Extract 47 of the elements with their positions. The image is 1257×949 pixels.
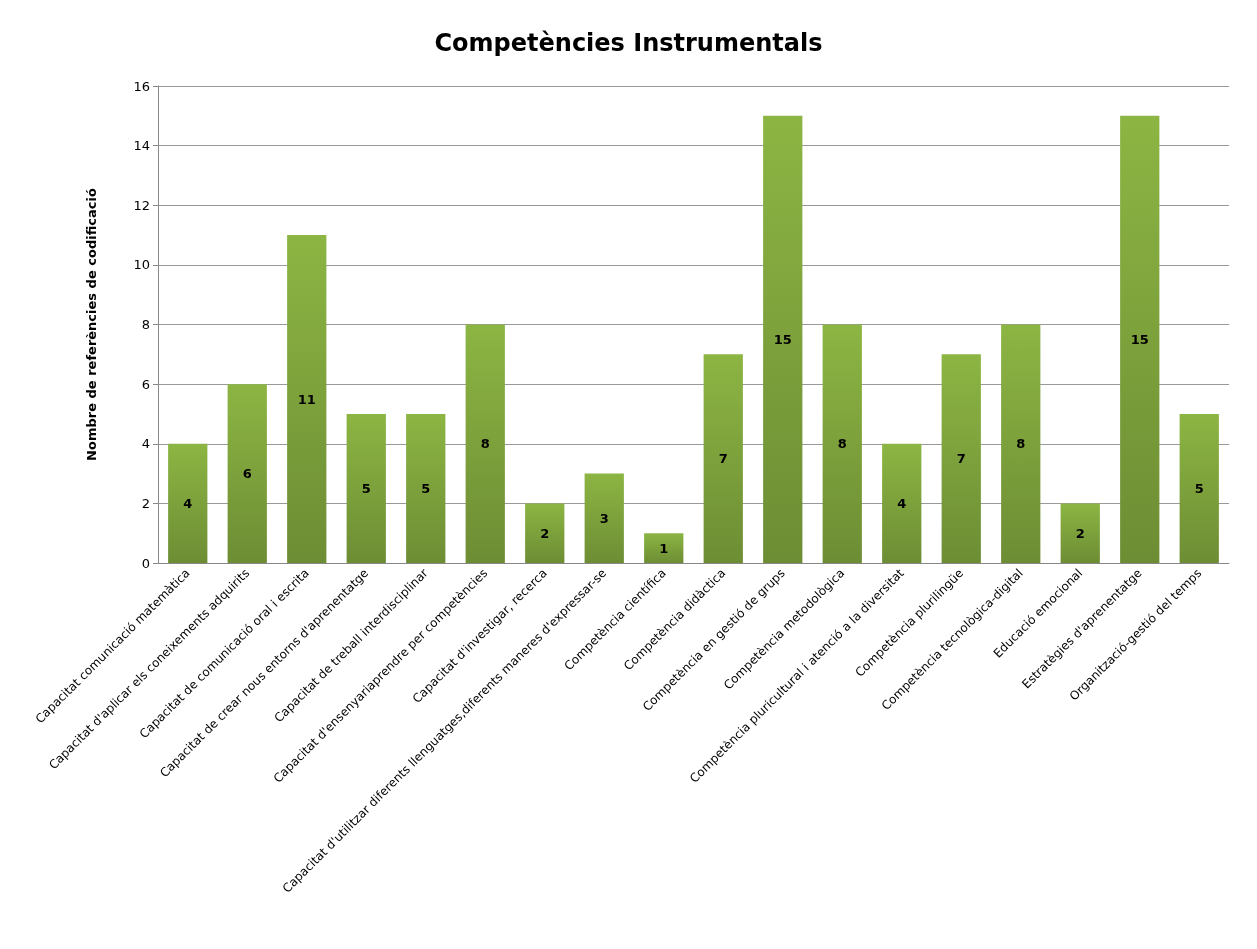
bar [1001,324,1041,563]
bar [822,324,862,563]
data-label: 2 [540,525,550,541]
bar [406,413,446,563]
y-tick-label: 6 [141,376,150,392]
bar [703,354,743,563]
bar [882,443,922,563]
y-tick-label: 4 [141,436,150,452]
data-label: 5 [361,480,371,496]
bar [763,115,803,563]
data-label: 6 [242,466,252,482]
bar [1120,115,1160,563]
bar [1179,413,1219,563]
data-label: 7 [956,451,966,467]
chart-title: Competències Instrumentals [434,29,823,57]
bar [168,443,208,563]
data-label: 1 [659,540,669,556]
bar [287,235,327,563]
bar [227,384,267,563]
y-axis-title: Nombre de referències de codificació [84,188,99,461]
bar [584,473,624,563]
data-label: 4 [897,495,907,511]
data-label: 2 [1075,525,1085,541]
data-label: 7 [718,451,728,467]
y-tick-label: 8 [141,317,150,332]
bar [644,533,684,563]
data-label: 11 [297,391,316,407]
bar [525,503,565,563]
data-label: 5 [421,480,431,496]
data-label: 15 [1130,331,1149,347]
bar [465,324,505,563]
data-label: 8 [1016,436,1026,452]
y-tick-label: 16 [133,78,150,94]
data-label: 15 [773,331,792,347]
y-tick-label: 14 [133,138,150,154]
data-label: 5 [1194,480,1204,496]
data-label: 4 [183,495,193,511]
bar [1060,503,1100,563]
y-tick-label: 0 [141,555,150,571]
data-label: 3 [599,510,609,526]
data-label: 8 [837,436,847,452]
y-tick-label: 10 [133,257,150,273]
bar [346,413,386,563]
y-tick-label: 2 [141,495,150,511]
y-tick-label: 12 [133,197,150,213]
bar [941,354,981,563]
data-label: 8 [480,436,490,452]
